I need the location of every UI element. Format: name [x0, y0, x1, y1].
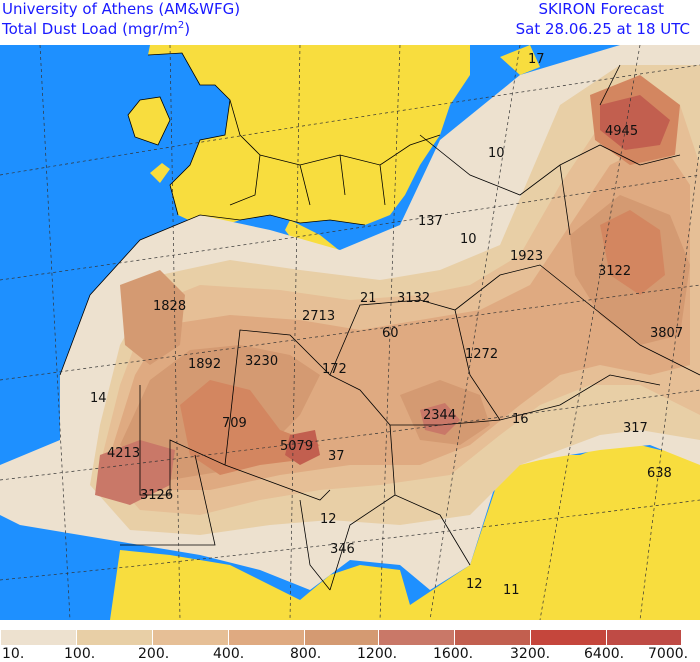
value-label: 16: [512, 412, 529, 427]
value-label: 709: [222, 416, 247, 431]
value-label: 317: [623, 421, 648, 436]
legend-swatch: [454, 630, 531, 645]
value-label: 21: [360, 291, 377, 306]
legend-label: 800.: [290, 646, 322, 662]
product-title-close: ): [184, 20, 191, 38]
value-label: 60: [382, 326, 399, 341]
value-label: 638: [647, 466, 672, 481]
value-label: 5079: [280, 439, 313, 454]
valid-time: Sat 28.06.25 at 18 UTC: [515, 20, 690, 38]
value-label: 2344: [423, 408, 456, 423]
value-label: 3122: [598, 264, 631, 279]
legend-swatch: [304, 630, 379, 645]
value-label: 1272: [465, 347, 498, 362]
legend-swatch: [606, 630, 681, 645]
value-label: 172: [322, 362, 347, 377]
value-label: 137: [418, 214, 443, 229]
product-title-text: Total Dust Load (mgr/m: [2, 20, 178, 38]
legend-swatch: [228, 630, 305, 645]
map-canvas: 17 4945 10 137 10 1923 3122 3807 1828 27…: [0, 45, 700, 620]
value-label: 3807: [650, 326, 683, 341]
clean-land: [110, 45, 700, 620]
legend-label: 10.: [2, 646, 25, 662]
product-title: Total Dust Load (mgr/m2): [2, 20, 190, 38]
legend-swatch: [76, 630, 153, 645]
value-label: 12: [466, 577, 483, 592]
legend-label: 400.: [213, 646, 245, 662]
graticule: [0, 45, 700, 620]
value-label: 2713: [302, 309, 335, 324]
legend-label: 7000.: [648, 646, 689, 662]
value-label: 1923: [510, 249, 543, 264]
value-label: 3132: [397, 291, 430, 306]
product-title-power: 2: [177, 20, 185, 31]
legend-swatch: [152, 630, 229, 645]
institution-title: University of Athens (AM&WFG): [2, 0, 241, 18]
value-label: 10: [488, 146, 505, 161]
value-label: 12: [320, 512, 337, 527]
legend-label: 6400.: [584, 646, 625, 662]
value-label: 346: [330, 542, 355, 557]
value-labels: 17 4945 10 137 10 1923 3122 3807 1828 27…: [90, 52, 683, 598]
value-label: 1892: [188, 357, 221, 372]
value-label: 10: [460, 232, 477, 247]
color-legend: 10. 100. 200. 400. 800. 1200. 1600. 3200…: [0, 630, 700, 662]
value-label: 4213: [107, 446, 140, 461]
dust-field: [0, 45, 700, 590]
value-label: 1828: [153, 299, 186, 314]
legend-swatch: [378, 630, 455, 645]
value-label: 37: [328, 449, 345, 464]
legend-label: 200.: [138, 646, 170, 662]
value-label: 3230: [245, 354, 278, 369]
legend-label: 100.: [64, 646, 96, 662]
value-label: 14: [90, 391, 107, 406]
forecast-title: SKIRON Forecast: [538, 0, 664, 18]
value-label: 17: [528, 52, 545, 67]
legend-label: 1600.: [433, 646, 474, 662]
value-label: 4945: [605, 124, 638, 139]
legend-label: 3200.: [510, 646, 551, 662]
legend-swatch: [530, 630, 607, 645]
country-borders: [59, 52, 700, 591]
value-label: 11: [503, 583, 520, 598]
legend-label: 1200.: [357, 646, 398, 662]
legend-swatch: [0, 630, 77, 645]
value-label: 3126: [140, 488, 173, 503]
dust-load-map: 17 4945 10 137 10 1923 3122 3807 1828 27…: [0, 45, 700, 620]
